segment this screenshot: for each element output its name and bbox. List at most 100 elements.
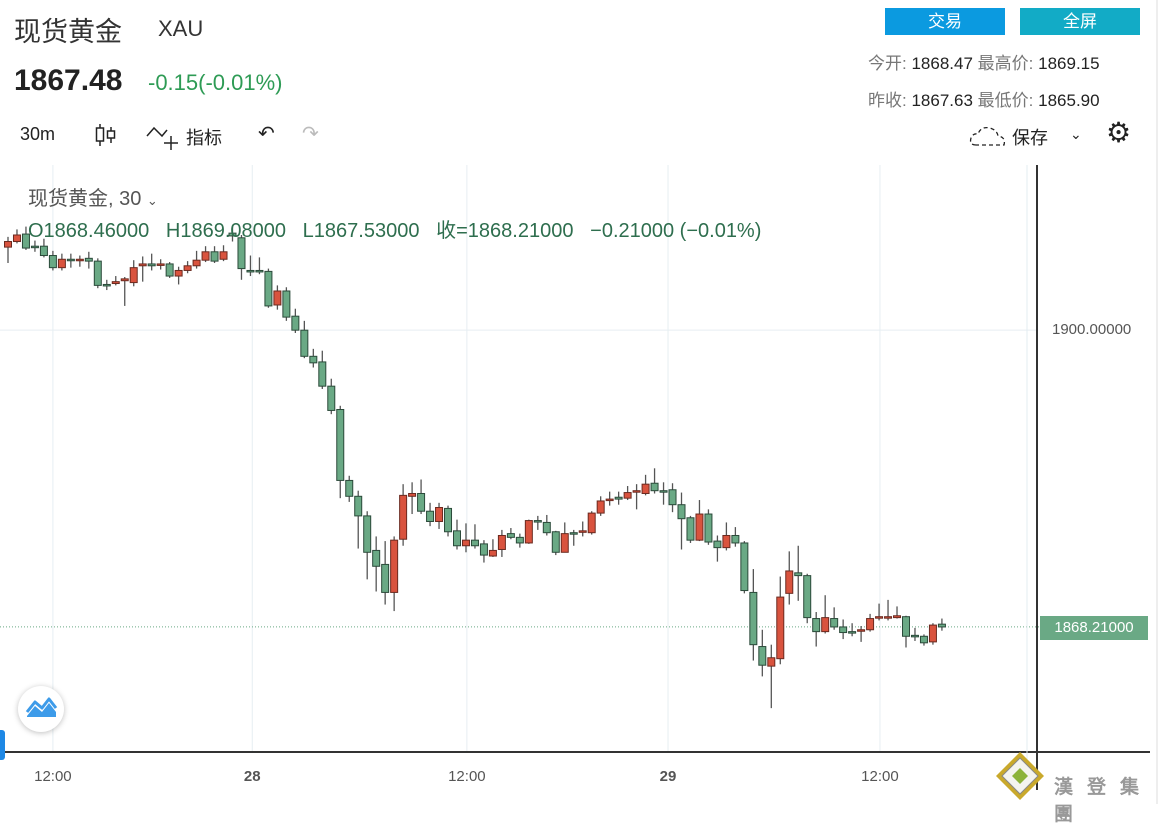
candle-down	[470, 539, 479, 547]
candle-down	[345, 479, 354, 497]
prev-close-stat: 昨收: 1867.63 最低价: 1865.90	[868, 86, 1100, 111]
candle-up	[111, 281, 120, 285]
candle-down	[902, 616, 910, 637]
candle-down	[147, 263, 156, 267]
candle-up	[435, 506, 444, 522]
diamond-logo-icon	[996, 752, 1044, 800]
candle-down	[21, 233, 30, 249]
candle-up	[57, 258, 66, 269]
candle-up	[75, 258, 84, 262]
candle-down	[506, 533, 515, 538]
watermark-text: 漢登集團	[1054, 777, 1154, 825]
candle-down	[102, 283, 111, 287]
time-tick-label: 29	[659, 768, 677, 785]
candle-up	[461, 539, 470, 547]
fullscreen-button[interactable]: 全屏	[1020, 8, 1140, 35]
instrument-symbol: XAU	[158, 16, 204, 41]
price-chart[interactable]	[0, 0, 1162, 804]
candle-down	[264, 270, 273, 307]
candle-down	[255, 269, 264, 273]
indicators-button[interactable]: 指标	[186, 128, 222, 148]
candle-up	[174, 269, 183, 277]
trade-button[interactable]: 交易	[885, 8, 1005, 35]
high-value: 1869.15	[1038, 54, 1100, 73]
candle-up	[4, 241, 12, 248]
candle-down	[426, 510, 435, 522]
time-tick-label: 12:00	[34, 768, 72, 785]
time-tick-label: 12:00	[861, 768, 899, 785]
candle-down	[327, 385, 336, 411]
open-value: 1868.47	[911, 54, 973, 73]
candle-down	[381, 563, 390, 593]
candle-down	[919, 635, 928, 644]
time-tick-label: 12:00	[448, 768, 486, 785]
candle-down	[515, 536, 524, 544]
chart-type-float-button[interactable]	[18, 686, 64, 732]
candle-down	[372, 549, 381, 567]
candle-down	[237, 237, 246, 270]
prev-close-label: 昨收:	[868, 91, 907, 110]
candle-down	[165, 263, 174, 277]
candle-down	[830, 618, 839, 628]
candle-down	[246, 269, 255, 273]
candle-up	[390, 539, 399, 593]
instrument-title: 现货黄金	[14, 17, 122, 47]
candle-down	[677, 504, 686, 520]
candlestick-type-icon[interactable]	[92, 122, 118, 153]
undo-icon[interactable]: ↶	[258, 123, 275, 145]
candle-down	[453, 530, 461, 547]
side-panel-tab[interactable]	[0, 730, 5, 760]
cloud-save-icon[interactable]	[968, 123, 1008, 154]
candle-down	[569, 532, 578, 535]
price-change: -0.15(-0.01%)	[148, 70, 283, 95]
candle-down	[479, 543, 488, 556]
candle-down	[533, 520, 542, 523]
low-value: 1865.90	[1038, 91, 1100, 110]
chevron-down-icon[interactable]: ⌄	[146, 193, 158, 208]
candle-down	[336, 409, 345, 481]
candle-down	[542, 521, 551, 534]
open-stat: 今开: 1868.47 最高价: 1869.15	[868, 49, 1100, 74]
candle-up	[273, 290, 282, 306]
candle-up	[587, 512, 596, 534]
candle-down	[551, 531, 560, 553]
candle-down	[66, 258, 75, 262]
candle-down	[713, 540, 722, 549]
candle-down	[686, 517, 695, 541]
save-dropdown-chevron-icon[interactable]: ⌄	[1070, 126, 1082, 142]
candle-down	[668, 489, 677, 506]
candle-up	[138, 263, 147, 267]
low-label: 最低价:	[977, 91, 1034, 110]
candle-down	[749, 591, 758, 646]
redo-icon[interactable]: ↷	[302, 123, 319, 145]
candle-down	[848, 631, 857, 634]
save-button[interactable]: 保存	[1012, 128, 1048, 148]
candle-up	[12, 234, 21, 243]
candle-up	[219, 251, 228, 260]
current-price: 1867.48	[14, 64, 123, 97]
candle-up	[821, 617, 830, 633]
candle-down	[354, 495, 363, 517]
candle-up	[120, 278, 129, 282]
legend-title-text: 现货黄金, 30	[28, 188, 142, 210]
candle-up	[695, 513, 704, 541]
candle-down	[300, 329, 309, 357]
candle-up	[201, 251, 210, 261]
candle-down	[210, 251, 219, 262]
candle-down	[363, 515, 372, 553]
indicators-icon[interactable]	[145, 122, 179, 157]
candle-down	[282, 290, 291, 318]
interval-selector[interactable]: 30m	[20, 124, 56, 144]
settings-gear-icon[interactable]: ⚙	[1106, 117, 1132, 148]
candle-up	[497, 534, 506, 550]
time-tick-label: 28	[243, 768, 261, 785]
last-price-tag: 1868.21000	[1040, 616, 1148, 640]
chart-legend-title[interactable]: 现货黄金, 30 ⌄	[28, 182, 158, 211]
candle-down	[803, 575, 812, 619]
candle-down	[84, 257, 93, 262]
prev-close-value: 1867.63	[911, 91, 973, 110]
candle-up	[408, 492, 417, 497]
candle-down	[794, 572, 803, 577]
candle-down	[30, 245, 39, 249]
candle-up	[893, 615, 902, 619]
